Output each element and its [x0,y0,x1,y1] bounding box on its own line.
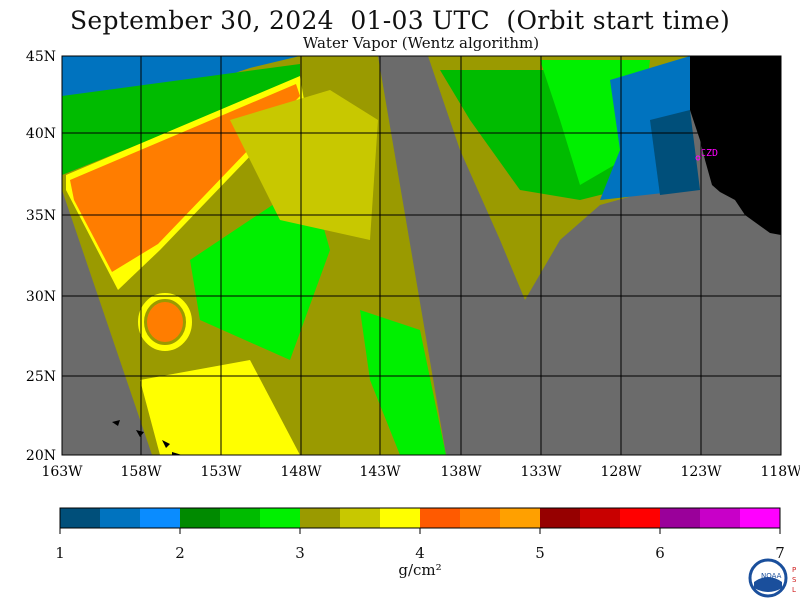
longitude-label: 163W [41,464,83,480]
station-label: CZD [700,148,718,159]
map-grid [62,56,781,455]
longitude-label: 148W [280,464,322,480]
colorbar-tick-label: 5 [535,544,545,562]
colorbar-swatch [60,508,101,528]
colorbar-units: g/cm² [398,561,442,579]
colorbar-tick-label: 2 [175,544,185,562]
region-yellow-south [140,360,300,455]
colorbar-swatch [340,508,381,528]
colorbar-swatch [660,508,701,528]
longitude-labels: 163W 158W 153W 148W 143W 138W 133W 128W 123W 118W [41,464,800,480]
latitude-label: 35N [26,208,56,224]
colorbar-swatch [100,508,141,528]
island-hawaii-3 [162,440,170,448]
latitude-labels: 45N 40N 35N 30N 25N 20N [26,49,56,464]
page-title: September 30, 2024 01-03 UTC (Orbit star… [69,6,731,35]
longitude-label: 138W [440,464,482,480]
region-dark-blue-coastal [650,110,700,195]
land-california [690,56,781,235]
colorbar-swatch [620,508,661,528]
psl-text: P [792,566,796,574]
colorbar-swatch [420,508,461,528]
latitude-label: 20N [26,448,56,464]
colorbar-tick-label: 7 [775,544,785,562]
map-frame [61,55,782,456]
latitude-label: 30N [26,289,56,305]
longitude-label: 133W [520,464,562,480]
colorbar-swatch [540,508,581,528]
colorbar-swatch [580,508,621,528]
colorbar-swatch [140,508,181,528]
latitude-label: 25N [26,369,56,385]
island-hawaii-1 [112,420,120,426]
longitude-label: 118W [760,464,800,480]
colorbar-swatch [180,508,221,528]
region-dry-northwest [62,56,300,130]
longitude-label: 143W [359,464,401,480]
latitude-label: 40N [26,126,56,142]
colorbar-swatch [220,508,261,528]
island-hawaii-2 [136,430,144,437]
colorbar-swatch [380,508,421,528]
colorbar-swatch [740,508,781,528]
station-marker [695,155,701,161]
colorbar-swatch [700,508,741,528]
colorbar [59,507,781,534]
colorbar-tick-label: 4 [415,544,425,562]
region-green-center [190,180,330,360]
region-green-northwest [62,64,300,175]
longitude-label: 158W [120,464,162,480]
colorbar-tick-label: 6 [655,544,665,562]
svg-text:L: L [792,586,796,594]
longitude-label: 153W [200,464,242,480]
colorbar-swatch [260,508,301,528]
longitude-label: 128W [600,464,642,480]
svg-text:NOAA: NOAA [761,572,782,580]
latitude-label: 45N [26,49,56,65]
page-subtitle: Water Vapor (Wentz algorithm) [302,34,540,52]
colorbar-tick-label: 1 [55,544,65,562]
island-hawaii-4 [172,452,182,455]
svg-text:S: S [792,576,797,584]
colorbar-swatch [300,508,341,528]
noaa-logo: NOAA P S L [748,558,797,598]
colorbar-tick-label: 3 [295,544,305,562]
region-orange-spot [147,302,183,342]
swath-layer: CZD [62,56,781,455]
colorbar-swatch [460,508,501,528]
longitude-label: 123W [680,464,722,480]
region-olive-center [230,90,378,240]
colorbar-swatch [500,508,541,528]
region-green-southeast [360,310,446,455]
